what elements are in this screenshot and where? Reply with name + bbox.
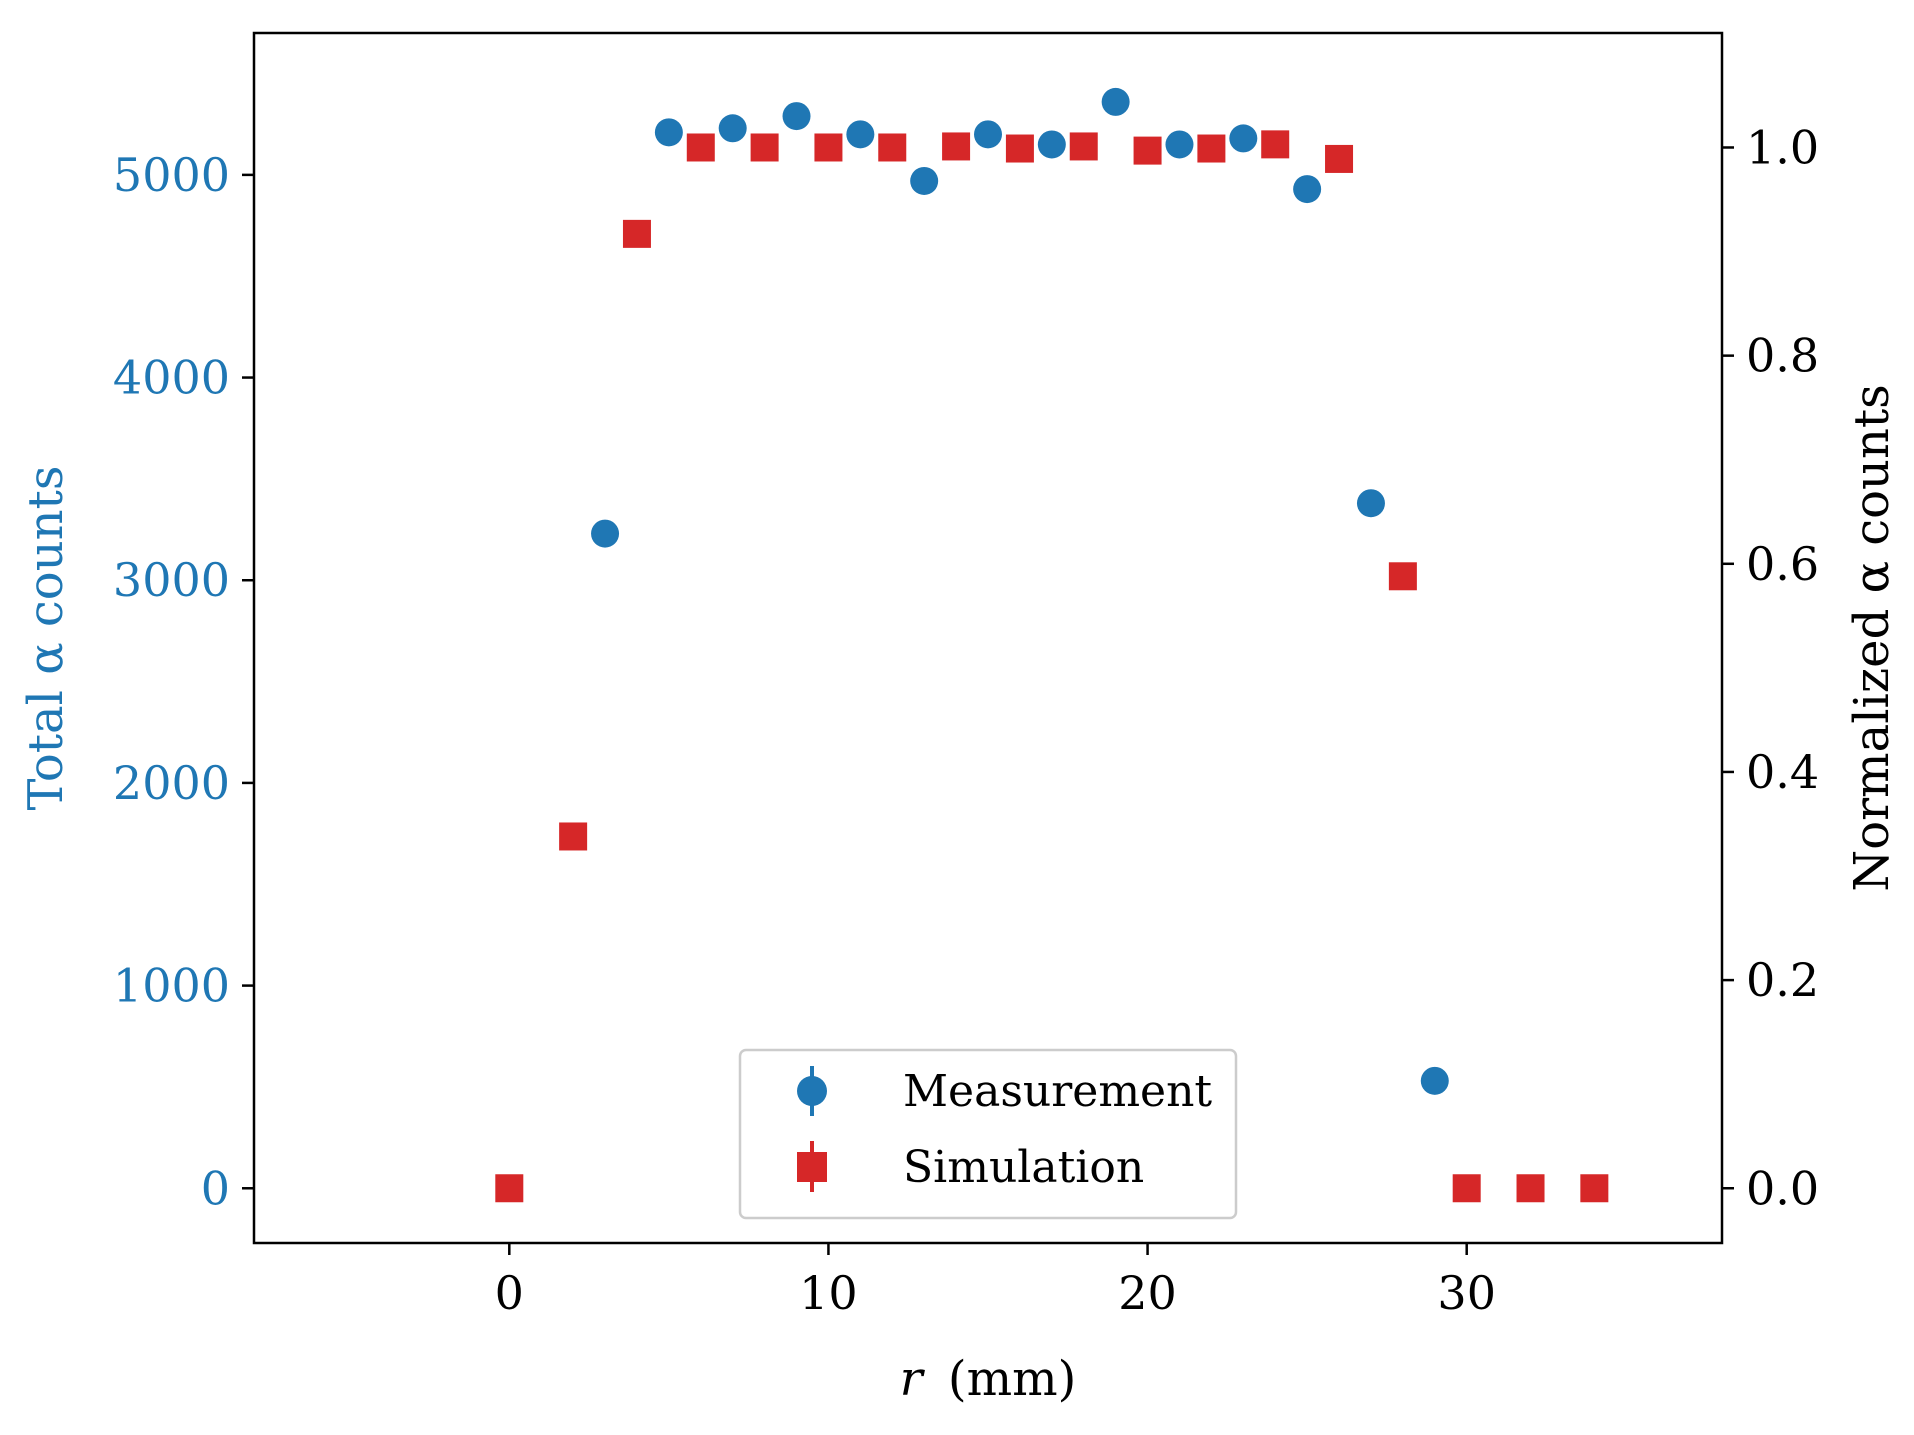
measurement-point (1229, 124, 1258, 153)
x-tick-label: 0 (495, 1266, 524, 1320)
simulation-point (622, 219, 651, 248)
data-marks (495, 87, 1609, 1203)
plot-frame (252, 31, 1724, 1245)
simulation-point (1388, 562, 1417, 591)
simulation-point (1516, 1174, 1545, 1203)
left-y-tick-label: 2000 (113, 756, 230, 810)
simulation-point (1005, 134, 1034, 163)
measurement-point (1101, 87, 1130, 116)
measurement-point (718, 114, 747, 143)
measurement-point (1356, 489, 1385, 518)
simulation-point (559, 822, 588, 851)
measurement-point (974, 120, 1002, 149)
legend-entry-simulation: Simulation (797, 1141, 1144, 1193)
right-y-axis-ticks: 0.0 0.2 0.4 0.6 0.8 1.0 (1722, 120, 1819, 1215)
x-axis-label-var: r (900, 1351, 926, 1407)
right-y-tick-label: 1.0 (1746, 120, 1819, 174)
x-tick-label: 10 (799, 1266, 858, 1320)
simulation-point (1069, 132, 1098, 161)
right-y-axis-label: Normalized α counts (1844, 384, 1900, 892)
measurement-point (1165, 130, 1194, 159)
measurement-point (591, 519, 620, 548)
left-y-tick-label: 1000 (113, 959, 230, 1013)
right-y-tick-label: 0.2 (1746, 953, 1819, 1007)
simulation-point (878, 133, 907, 162)
right-y-tick-label: 0.6 (1746, 537, 1819, 591)
right-y-tick-label: 0.8 (1746, 329, 1819, 383)
right-y-tick-label: 0.0 (1746, 1161, 1819, 1215)
x-tick-label: 30 (1437, 1266, 1496, 1320)
simulation-point (1452, 1174, 1481, 1203)
simulation-point (1197, 134, 1226, 163)
simulation-point (1325, 144, 1354, 173)
x-axis-label: r (mm) (900, 1351, 1077, 1407)
simulation-point (495, 1174, 524, 1203)
legend-box (738, 1048, 1238, 1220)
legend-simulation-label: Simulation (903, 1142, 1144, 1193)
left-y-tick-label: 5000 (113, 148, 230, 202)
left-y-tick-label: 3000 (113, 553, 230, 607)
left-y-tick-label: 0 (201, 1161, 230, 1215)
simulation-point (1580, 1174, 1609, 1203)
x-axis-ticks: 0 10 20 30 (495, 1243, 1496, 1320)
measurement-point (846, 120, 875, 149)
simulation-point (814, 133, 843, 162)
left-y-tick-label: 4000 (113, 351, 230, 405)
left-y-axis-ticks: 0 1000 2000 3000 4000 5000 (113, 148, 254, 1215)
measurement-point (910, 166, 939, 195)
right-y-tick-label: 0.4 (1746, 745, 1819, 799)
x-axis-label-unit: (mm) (948, 1351, 1076, 1407)
simulation-point (942, 132, 971, 161)
legend-simulation-marker (797, 1152, 827, 1182)
left-y-axis-label: Total α counts (18, 466, 74, 811)
simulation-point (1261, 130, 1290, 159)
measurement-point (1037, 130, 1066, 159)
measurement-point (782, 102, 811, 131)
legend: Measurement Simulation (738, 1048, 1238, 1220)
measurement-point (1293, 175, 1322, 204)
simulation-point (1133, 136, 1162, 165)
legend-measurement-marker (797, 1076, 827, 1106)
x-tick-label: 20 (1118, 1266, 1177, 1320)
simulation-point (686, 133, 715, 162)
simulation-point (750, 133, 779, 162)
legend-entry-measurement: Measurement (797, 1066, 1212, 1117)
measurement-point (1420, 1066, 1449, 1095)
measurement-point (654, 118, 683, 147)
legend-measurement-label: Measurement (903, 1066, 1212, 1117)
